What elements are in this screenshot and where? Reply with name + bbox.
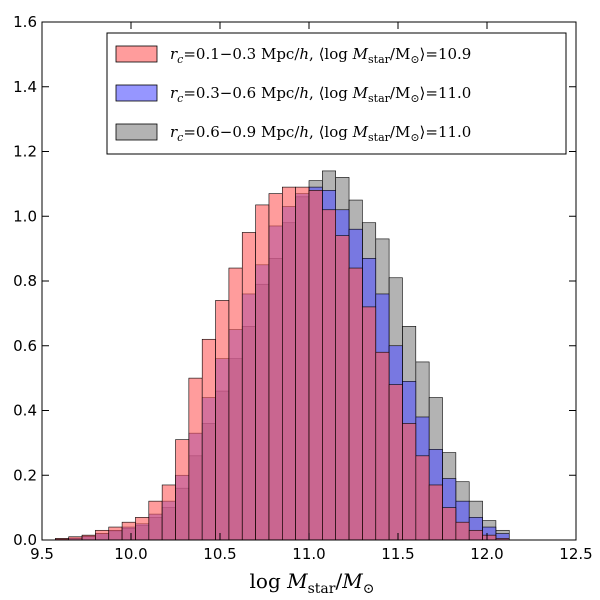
x-tick-label: 11.5 xyxy=(381,545,414,563)
histogram-bar xyxy=(428,484,443,541)
histogram-bar xyxy=(255,204,270,541)
histogram-bar xyxy=(375,351,390,541)
histogram-bar xyxy=(468,529,483,541)
x-tick-label: 12.5 xyxy=(559,545,592,563)
legend-swatch xyxy=(115,123,158,141)
histogram-bar xyxy=(415,455,430,541)
x-axis-label: log Mstar/M⊙ xyxy=(250,569,375,597)
y-tick-label: 0.4 xyxy=(13,402,37,420)
chart-legend: rc=0.1−0.3 Mpc/h, ⟨log Mstar/M⊙⟩=10.9 rc=… xyxy=(106,32,567,155)
y-tick-label: 0.6 xyxy=(13,337,37,355)
histogram-bar xyxy=(228,267,243,541)
histogram-bar xyxy=(188,377,203,541)
histogram-bar xyxy=(295,186,310,541)
y-tick-label: 0.2 xyxy=(13,466,37,484)
y-tick-label: 1.6 xyxy=(13,13,37,31)
histogram-bar xyxy=(348,267,363,541)
histogram-bar xyxy=(241,232,256,541)
legend-label: rc=0.6−0.9 Mpc/h, ⟨log Mstar/M⊙⟩=11.0 xyxy=(170,123,471,144)
histogram-bar xyxy=(455,521,470,541)
legend-label: rc=0.1−0.3 Mpc/h, ⟨log Mstar/M⊙⟩=10.9 xyxy=(170,45,471,66)
y-tick-label: 1.4 xyxy=(13,78,37,96)
histogram-bar xyxy=(108,526,123,541)
legend-swatch xyxy=(115,45,158,63)
histogram-bar xyxy=(95,529,110,541)
legend-swatch xyxy=(115,84,158,102)
histogram-bars xyxy=(55,170,510,541)
y-tick-label: 0.8 xyxy=(13,272,37,290)
histogram-bar xyxy=(215,300,230,541)
histogram-bar xyxy=(362,306,377,541)
histogram-bar xyxy=(335,235,350,541)
histogram-bar xyxy=(161,484,176,541)
y-tick-label: 1.2 xyxy=(13,143,37,161)
axis-ticks xyxy=(41,21,577,541)
histogram-bar xyxy=(322,209,337,541)
x-tick-label: 10.5 xyxy=(203,545,236,563)
histogram-bar xyxy=(121,521,136,541)
histogram-bar xyxy=(442,507,457,541)
histogram-bar xyxy=(482,534,497,541)
histogram-bar xyxy=(135,517,150,541)
y-tick-label: 0.0 xyxy=(13,531,37,549)
histogram-bar xyxy=(388,384,403,541)
histogram-bar xyxy=(308,190,323,541)
histogram-bar xyxy=(201,338,216,541)
histogram-bar xyxy=(281,186,296,541)
legend-box xyxy=(106,32,567,155)
legend-label: rc=0.3−0.6 Mpc/h, ⟨log Mstar/M⊙⟩=11.0 xyxy=(170,84,471,105)
histogram-bar xyxy=(175,439,190,541)
x-tick-label: 12.0 xyxy=(470,545,503,563)
histogram-bar xyxy=(148,500,163,541)
x-tick-label: 10.0 xyxy=(114,545,147,563)
histogram-bar xyxy=(81,534,96,541)
histogram-bar xyxy=(268,193,283,541)
axis-tick-labels: 9.5 10.0 10.5 11.0 11.5 12.0 12.5 0.0 0.2 0.4 0.6 0… xyxy=(13,13,593,563)
histogram-bar xyxy=(402,423,417,541)
y-tick-label: 1.0 xyxy=(13,207,37,225)
x-tick-label: 9.5 xyxy=(30,545,54,563)
x-tick-label: 11.0 xyxy=(292,545,325,563)
